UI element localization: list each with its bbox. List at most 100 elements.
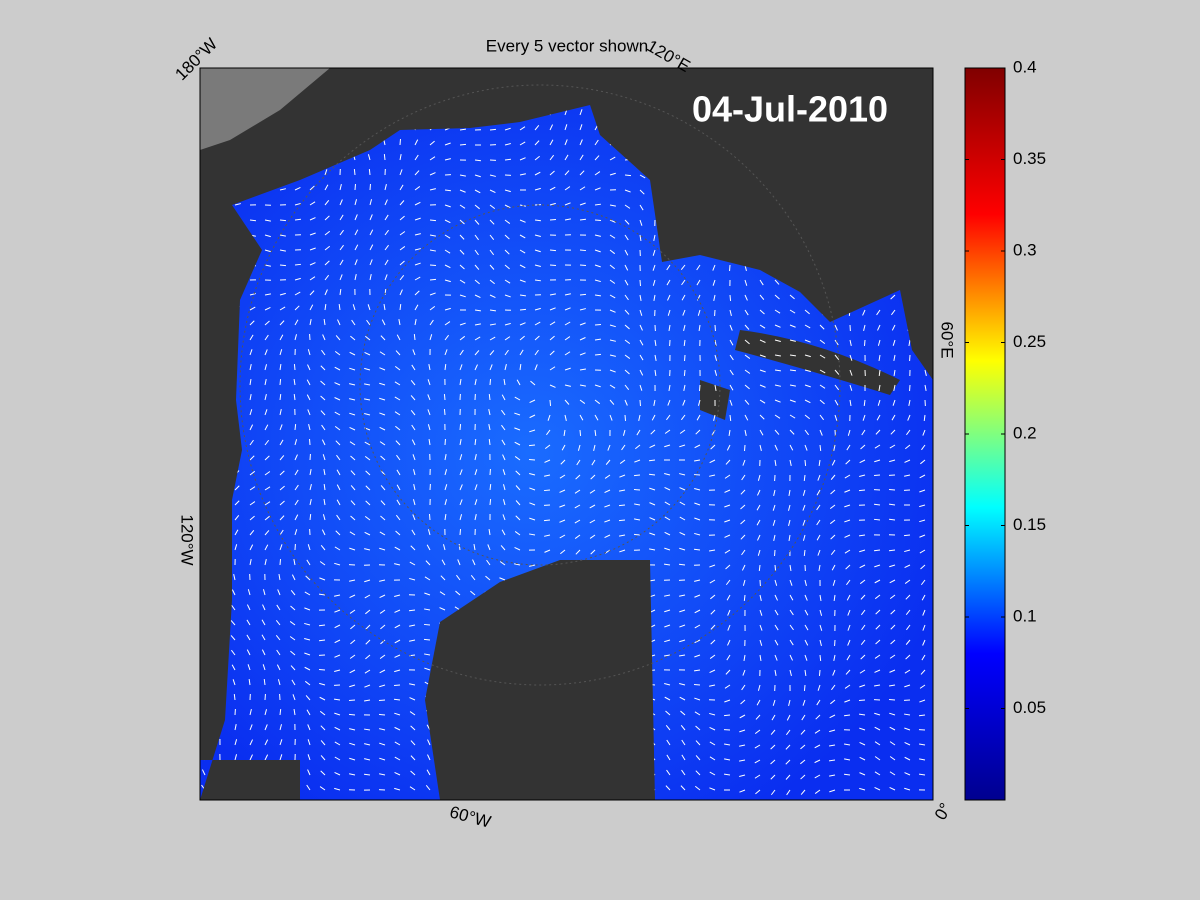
arrow xyxy=(789,654,794,661)
arrow xyxy=(740,534,746,540)
arrow xyxy=(334,741,341,746)
arrow xyxy=(409,561,416,566)
arrow xyxy=(549,307,556,311)
arrow xyxy=(904,772,911,776)
arrow xyxy=(624,399,628,406)
arrow xyxy=(394,669,401,673)
arrow xyxy=(444,321,451,326)
arrow xyxy=(489,128,497,131)
arrow xyxy=(874,787,881,791)
arrow xyxy=(351,319,356,326)
arrow xyxy=(534,155,540,161)
arrow xyxy=(858,489,866,492)
arrow xyxy=(427,379,431,386)
arrow xyxy=(294,529,298,536)
arrow xyxy=(264,530,270,536)
arrow xyxy=(534,364,538,371)
arrow xyxy=(504,279,511,284)
arrow xyxy=(819,414,825,421)
arrow xyxy=(336,499,341,506)
arrow xyxy=(320,755,326,761)
arrow xyxy=(800,729,806,735)
arrow xyxy=(845,564,851,570)
arrow xyxy=(713,414,716,421)
arrow xyxy=(441,559,446,566)
arrow xyxy=(874,756,881,761)
arrow xyxy=(744,354,751,359)
arrow xyxy=(664,429,671,434)
arrow xyxy=(444,234,451,239)
arrow xyxy=(335,335,341,341)
arrow xyxy=(774,414,781,419)
arrow xyxy=(819,654,822,662)
arrow xyxy=(444,189,452,192)
arrow xyxy=(758,564,761,572)
arrow xyxy=(905,609,911,616)
arrow xyxy=(248,678,251,686)
arrow xyxy=(543,519,551,522)
arrow xyxy=(339,244,344,251)
arrow xyxy=(681,769,686,776)
arrow xyxy=(818,459,821,467)
arrow xyxy=(709,712,716,716)
arrow xyxy=(367,304,371,311)
arrow xyxy=(412,499,416,506)
arrow xyxy=(309,276,316,281)
arrow xyxy=(324,289,328,296)
arrow xyxy=(324,230,331,236)
arrow xyxy=(349,367,356,371)
latitude-circle xyxy=(359,204,721,566)
arrow xyxy=(888,503,896,506)
arrow xyxy=(348,699,356,702)
arrow xyxy=(414,217,421,221)
arrow xyxy=(756,504,761,511)
arrow xyxy=(261,634,266,641)
arrow xyxy=(665,785,671,791)
arrow xyxy=(489,279,495,285)
arrow xyxy=(652,279,656,286)
arrow xyxy=(819,624,823,631)
arrow xyxy=(772,519,776,526)
arrow xyxy=(650,429,656,435)
arrow xyxy=(394,624,401,629)
arrow xyxy=(878,354,881,362)
arrow xyxy=(679,429,686,434)
arrow xyxy=(830,549,836,556)
arrow xyxy=(594,414,599,421)
arrow xyxy=(756,699,761,706)
arrow xyxy=(834,384,840,391)
arrow xyxy=(905,639,911,645)
arrow xyxy=(459,469,463,476)
arrow xyxy=(394,639,401,644)
arrow xyxy=(664,547,671,551)
arrow xyxy=(618,504,626,507)
arrow xyxy=(279,249,286,252)
arrow xyxy=(279,349,283,356)
arrow xyxy=(339,214,344,221)
arrow xyxy=(906,429,911,436)
arrow xyxy=(306,709,311,716)
arrow xyxy=(693,548,701,551)
arrow xyxy=(320,380,326,386)
arrow xyxy=(574,504,581,509)
arrow xyxy=(727,609,731,616)
arrow xyxy=(788,699,791,706)
arrow xyxy=(739,714,746,719)
arrow xyxy=(503,378,506,386)
arrow xyxy=(904,549,911,553)
arrow xyxy=(309,247,316,251)
arrow xyxy=(474,159,482,162)
arrow xyxy=(502,469,506,476)
arrow xyxy=(534,307,541,311)
arrow xyxy=(427,529,431,536)
arrow xyxy=(264,754,269,761)
arrow xyxy=(788,504,791,511)
arrow xyxy=(712,279,716,286)
arrow xyxy=(648,473,656,476)
arrow xyxy=(678,563,686,566)
arrow xyxy=(380,515,386,521)
arrow xyxy=(757,549,761,556)
arrow xyxy=(279,424,283,431)
arrow xyxy=(576,459,581,466)
arrow xyxy=(399,184,404,191)
